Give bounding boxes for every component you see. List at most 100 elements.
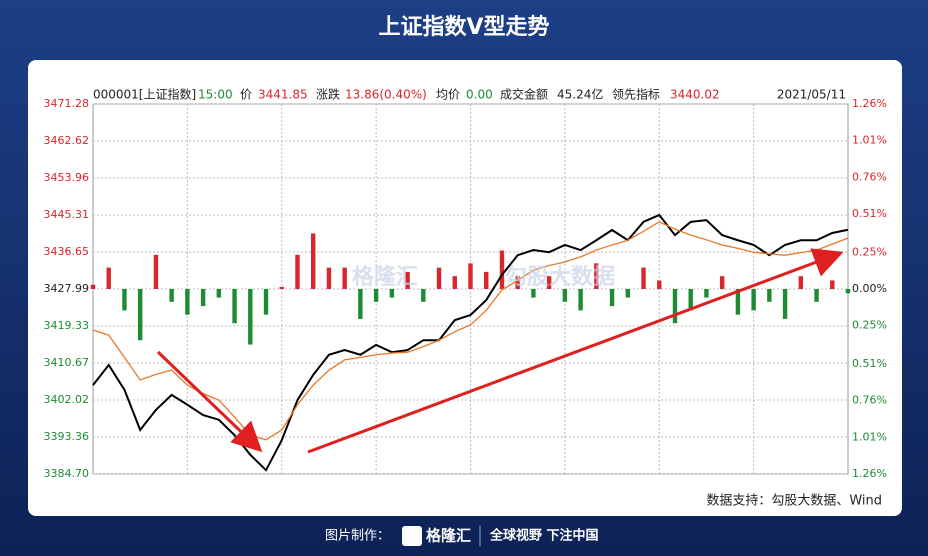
indicator-bar bbox=[735, 289, 741, 315]
time: 15:00 bbox=[198, 88, 233, 102]
y2-tick-label: 0.00% bbox=[852, 282, 887, 295]
amount-label: 成交金额 bbox=[500, 87, 548, 102]
indicator-bar bbox=[515, 276, 520, 289]
y-tick-label: 3393.36 bbox=[44, 430, 90, 443]
indicator-bar bbox=[798, 276, 804, 289]
price-label: 价 bbox=[240, 88, 252, 102]
indicator-bar bbox=[767, 289, 772, 302]
y2-tick-label: 1.26% bbox=[852, 97, 887, 110]
indicator-bar bbox=[90, 284, 96, 289]
indicator-bar bbox=[263, 289, 269, 315]
indicator-bar bbox=[436, 267, 442, 289]
panel bbox=[28, 60, 902, 516]
y-tick-label: 3436.65 bbox=[44, 245, 90, 258]
y-tick-label: 3445.31 bbox=[44, 208, 90, 221]
indicator-bar bbox=[625, 289, 630, 298]
indicator-bar bbox=[782, 289, 788, 319]
series-line bbox=[92, 221, 849, 441]
lead: 3440.02 bbox=[670, 88, 720, 102]
date: 2021/05/11 bbox=[777, 88, 846, 102]
y2-tick-label: 1.26% bbox=[852, 467, 887, 480]
y-tick-label: 3462.62 bbox=[44, 134, 90, 147]
indicator-bar bbox=[578, 289, 583, 311]
indicator-bar bbox=[468, 263, 473, 289]
indicator-bar bbox=[200, 289, 206, 307]
indicator-bar bbox=[248, 289, 253, 345]
y-tick-label: 3453.96 bbox=[44, 171, 90, 184]
y2-tick-label: 0.25% bbox=[852, 245, 887, 258]
info-row: 000001[上证指数] 15:00 价 3441.85 涨跌 13.86(0.… bbox=[93, 87, 846, 102]
y-tick-label: 3419.33 bbox=[44, 319, 90, 332]
indicator-bar bbox=[704, 289, 709, 298]
indicator-bar bbox=[358, 289, 363, 319]
change-label: 涨跌 bbox=[316, 87, 340, 102]
indicator-bar bbox=[216, 289, 222, 298]
indicator-bar bbox=[153, 254, 159, 289]
lead-label: 领先指标 bbox=[612, 87, 660, 102]
indicator-bar bbox=[279, 286, 284, 289]
indicator-bar bbox=[389, 289, 395, 298]
watermark: 格隆汇 bbox=[352, 264, 418, 290]
indicator-bar bbox=[830, 280, 835, 289]
indicator-bar bbox=[311, 233, 316, 289]
price: 3441.85 bbox=[258, 88, 308, 102]
y2-tick-label: 0.51% bbox=[852, 207, 887, 220]
y2-tick-label: 1.01% bbox=[852, 134, 887, 147]
indicator-bar bbox=[641, 267, 646, 289]
indicator-bar bbox=[232, 289, 237, 324]
avg-label: 均价 bbox=[436, 88, 460, 102]
indicator-bar bbox=[421, 289, 426, 302]
series-line bbox=[92, 213, 849, 472]
arrow bbox=[307, 248, 844, 454]
brand: 格隆汇 bbox=[426, 527, 471, 545]
slogan: 全球视野 下注中国 bbox=[489, 528, 599, 544]
indicator-bar bbox=[295, 254, 300, 289]
y2-tick-label: 1.01% bbox=[852, 430, 887, 443]
logo bbox=[402, 526, 422, 546]
watermark: 勾股大数据 bbox=[505, 264, 615, 290]
indicator-bar bbox=[499, 250, 505, 289]
indicator-bar bbox=[169, 289, 174, 302]
indicator-bar bbox=[719, 276, 725, 289]
indicator-bar bbox=[657, 280, 662, 289]
indicator-bar bbox=[326, 267, 332, 289]
indicator-bar bbox=[672, 289, 678, 324]
arrow bbox=[156, 350, 263, 453]
indicator-bar bbox=[609, 289, 615, 307]
indicator-bar bbox=[751, 289, 756, 311]
y-tick-label: 3410.67 bbox=[44, 356, 90, 369]
plot: 3384.70 3393.36 3402.02 3410.67 3419.33 3427.… bbox=[44, 97, 887, 480]
y-tick-label: 3384.70 bbox=[44, 467, 90, 480]
indicator-bar bbox=[373, 289, 379, 302]
indicator-bar bbox=[594, 263, 599, 289]
indicator-bar bbox=[562, 289, 568, 302]
code: 000001[上证指数] bbox=[93, 87, 196, 102]
indicator-bar bbox=[185, 289, 190, 315]
avg: 0.00 bbox=[466, 88, 493, 102]
indicator-bar bbox=[122, 289, 127, 311]
change: 13.86(0.40%) bbox=[345, 88, 427, 102]
y2-tick-label: 0.76% bbox=[852, 170, 887, 183]
y-tick-label: 3427.99 bbox=[44, 282, 90, 295]
indicator-bar bbox=[814, 289, 819, 302]
y2-tick-label: 0.51% bbox=[852, 357, 887, 370]
indicator-bar bbox=[106, 267, 111, 289]
indicator-bar bbox=[452, 276, 457, 289]
source: 数据支持：勾股大数据、Wind bbox=[706, 494, 882, 509]
indicator-bar bbox=[845, 289, 851, 294]
indicator-bar bbox=[531, 289, 536, 298]
y2-tick-label: 0.76% bbox=[852, 394, 887, 407]
y-tick-label: 3471.28 bbox=[44, 97, 90, 110]
indicator-bar bbox=[137, 289, 143, 341]
y2-tick-label: 0.25% bbox=[852, 319, 887, 332]
made-by: 图片制作： bbox=[325, 529, 390, 544]
indicator-bar bbox=[688, 289, 693, 311]
indicator-bar bbox=[405, 271, 410, 289]
indicator-bar bbox=[342, 267, 347, 289]
indicator-bar bbox=[484, 271, 489, 289]
indicator-bar bbox=[546, 276, 552, 289]
amount: 45.24亿 bbox=[557, 87, 603, 102]
y-tick-label: 3402.02 bbox=[44, 393, 90, 406]
page-title: 上证指数V型走势 bbox=[378, 14, 549, 40]
